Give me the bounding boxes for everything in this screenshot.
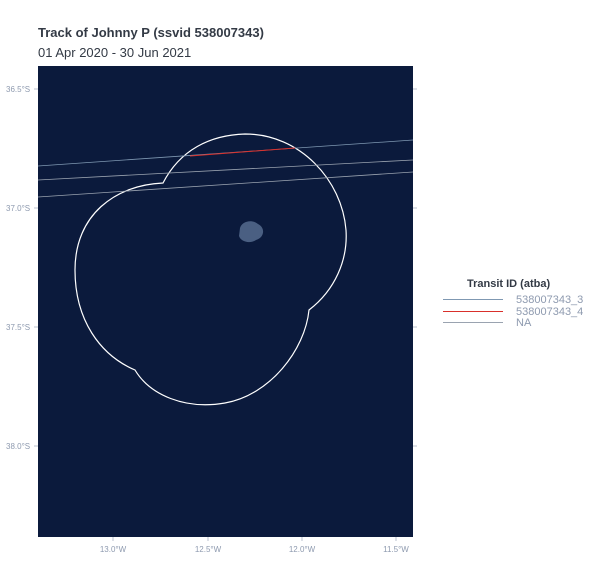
x-tick-label: 11.5°W — [383, 545, 409, 554]
track-na-lower — [37, 171, 414, 198]
legend-swatch — [443, 311, 503, 312]
buffer-zone-boundary — [74, 133, 347, 406]
x-tick-label: 12.0°W — [289, 545, 316, 554]
legend-label: 538007343_4 — [516, 306, 584, 318]
boundary-outline — [74, 133, 347, 406]
track-538007343-4 — [189, 147, 296, 157]
vessel-tracks — [37, 139, 414, 198]
x-tick-label: 13.0°W — [100, 545, 127, 554]
x-tick-label: 12.5°W — [195, 545, 222, 554]
legend-title: Transit ID (atba) — [467, 278, 551, 290]
island-shape — [239, 221, 264, 243]
y-tick-label: 37.0°S — [6, 204, 30, 213]
y-tick-label: 36.5°S — [6, 85, 30, 94]
y-tick-label: 38.0°S — [6, 442, 30, 451]
track-na-middle — [37, 159, 414, 181]
y-tick-label: 37.5°S — [6, 323, 30, 332]
x-axis: 13.0°W 12.5°W 12.0°W 11.5°W — [100, 537, 409, 554]
map-title: Track of Johnny P (ssvid 538007343) — [38, 25, 264, 40]
map-subtitle: 01 Apr 2020 - 30 Jun 2021 — [38, 45, 192, 60]
y-axis: 36.5°S 37.0°S 37.5°S 38.0°S — [6, 85, 417, 451]
legend-swatch — [443, 299, 503, 300]
legend-label: NA — [516, 317, 532, 329]
legend-label: 538007343_3 — [516, 294, 584, 306]
legend-swatch — [443, 322, 503, 323]
